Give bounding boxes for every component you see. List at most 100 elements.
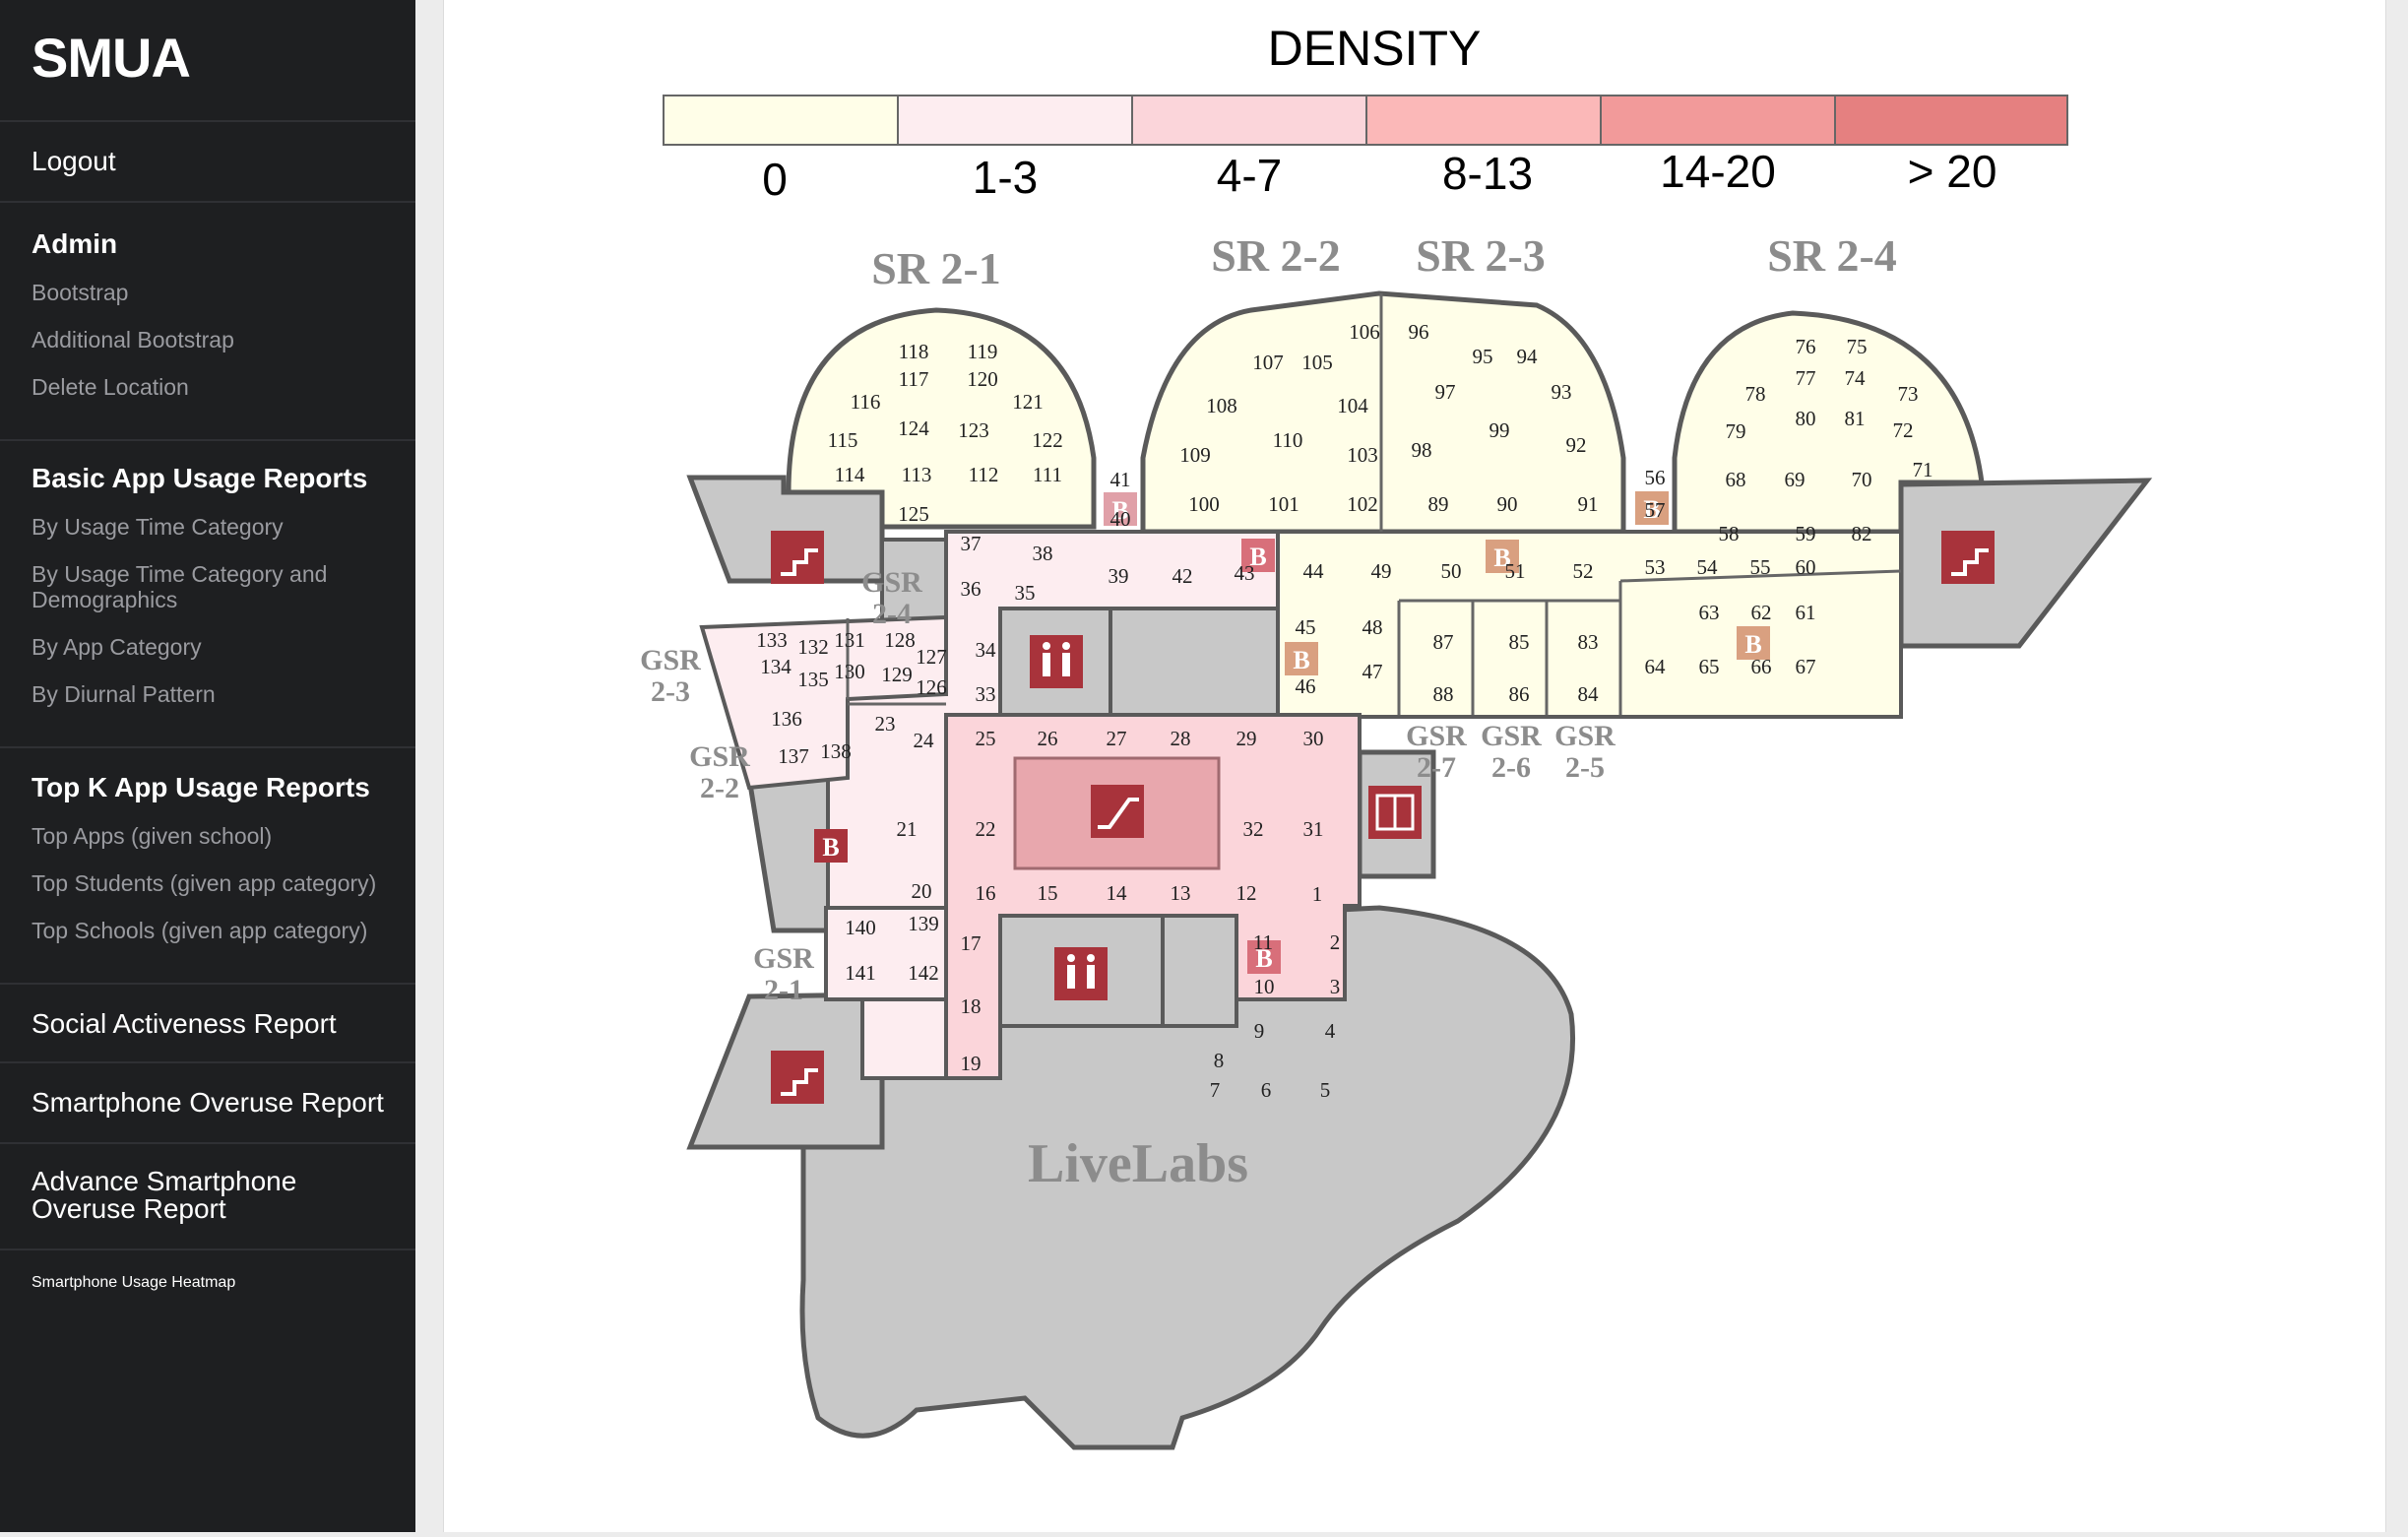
seat-number-19: 19	[961, 1052, 982, 1075]
seat-number-32: 32	[1243, 817, 1264, 841]
diurnal-pattern-link[interactable]: By Diurnal Pattern	[32, 681, 216, 707]
bin-marker[interactable]: B	[1737, 626, 1770, 660]
seat-number-79: 79	[1726, 419, 1746, 443]
stairs-icon[interactable]	[1941, 531, 1995, 584]
bin-markers: B B B B B B B B	[814, 491, 1770, 974]
seat-number-129: 129	[881, 663, 913, 686]
seat-number-127: 127	[916, 645, 947, 669]
sr-2-3-label: SR 2-3	[1416, 230, 1546, 281]
seat-number-20: 20	[912, 879, 932, 903]
seat-number-70: 70	[1852, 468, 1872, 491]
south-service-room	[1161, 914, 1238, 1028]
seat-number-119: 119	[968, 340, 998, 363]
seat-number-109: 109	[1179, 443, 1211, 467]
seat-number-128: 128	[884, 628, 916, 652]
seat-number-29: 29	[1236, 727, 1257, 750]
bin-marker[interactable]: B	[1247, 940, 1281, 974]
delete-location-link[interactable]: Delete Location	[32, 374, 189, 400]
legend-swatch-1	[897, 95, 1133, 146]
escalator-icon[interactable]	[1091, 785, 1144, 838]
bin-marker[interactable]: B	[1241, 539, 1275, 572]
zone-sr-2-2-2-3	[1140, 290, 1626, 535]
seat-number-112: 112	[969, 463, 999, 486]
brand-logo[interactable]: SMUA	[32, 27, 191, 89]
top-apps-link[interactable]: Top Apps (given school)	[32, 823, 273, 849]
seat-number-28: 28	[1171, 727, 1191, 750]
usage-heatmap-link[interactable]: Smartphone Usage Heatmap	[32, 1274, 236, 1291]
seat-number-110: 110	[1273, 428, 1303, 452]
additional-bootstrap-link[interactable]: Additional Bootstrap	[32, 327, 234, 352]
bootstrap-link[interactable]: Bootstrap	[32, 280, 129, 305]
svg-text:B: B	[1249, 543, 1266, 571]
gsr-labels: GSR 2-4 GSR 2-3 GSR 2-2 GSR 2-1 GSR 2-7 …	[640, 567, 1616, 1006]
seat-number-68: 68	[1726, 468, 1746, 491]
room-dividers	[846, 293, 1902, 715]
legend-label-0: 0	[762, 154, 788, 205]
seat-number-37: 37	[961, 532, 982, 555]
seat-number-54: 54	[1697, 555, 1719, 579]
density-zones	[699, 290, 1985, 1080]
seat-number-101: 101	[1268, 492, 1299, 516]
gsr-2-6-label: GSR 2-6	[1481, 721, 1542, 784]
seat-number-98: 98	[1412, 438, 1432, 462]
seat-number-73: 73	[1898, 382, 1919, 406]
bin-marker[interactable]: B	[1635, 491, 1669, 525]
seat-number-115: 115	[828, 428, 858, 452]
topk-reports-heading: Top K App Usage Reports	[32, 772, 370, 802]
seat-number-16: 16	[976, 881, 996, 905]
svg-text:B: B	[1744, 630, 1761, 659]
livelabs-label: LiveLabs	[1028, 1133, 1248, 1194]
seat-number-64: 64	[1645, 655, 1667, 678]
gsr-2-4-label: GSR 2-4	[861, 567, 922, 630]
zone-sr-2-1	[786, 307, 1097, 530]
logout-section: Logout	[0, 122, 415, 203]
seat-number-40: 40	[1110, 507, 1131, 531]
toilet-icon[interactable]	[1030, 635, 1083, 688]
basic-reports-heading: Basic App Usage Reports	[32, 463, 368, 493]
seat-number-94: 94	[1517, 345, 1539, 368]
legend-swatch-0	[663, 95, 899, 146]
app-category-link[interactable]: By App Category	[32, 634, 202, 660]
seat-number-41: 41	[1110, 468, 1131, 491]
bin-marker[interactable]: B	[1104, 492, 1137, 526]
heatmap-floorplan: DENSITY 0 1-3 4-7 8-13 14-20 > 20	[640, 21, 2153, 1450]
legend-title: DENSITY	[1268, 21, 1482, 76]
top-schools-link[interactable]: Top Schools (given app category)	[32, 918, 368, 943]
sr-2-1-label: SR 2-1	[871, 243, 1001, 293]
seat-number-88: 88	[1433, 682, 1454, 706]
overuse-report-link[interactable]: Smartphone Overuse Report	[32, 1087, 384, 1118]
logout-link[interactable]: Logout	[32, 146, 116, 176]
usage-time-category-link[interactable]: By Usage Time Category	[32, 514, 284, 540]
seat-number-2: 2	[1330, 930, 1341, 954]
stairs-icon[interactable]	[771, 531, 824, 584]
seat-number-124: 124	[898, 416, 929, 440]
seat-number-7: 7	[1210, 1078, 1221, 1102]
seat-number-89: 89	[1428, 492, 1449, 516]
seat-number-133: 133	[756, 628, 788, 652]
seat-number-72: 72	[1893, 418, 1914, 442]
bin-marker[interactable]: B	[814, 829, 848, 863]
seat-number-96: 96	[1409, 320, 1429, 344]
seat-number-46: 46	[1296, 674, 1316, 698]
seat-number-3: 3	[1330, 975, 1341, 998]
seat-number-126: 126	[916, 675, 947, 699]
stairs-icon[interactable]	[771, 1051, 824, 1104]
legend-label-4: 14-20	[1660, 146, 1776, 197]
lift-icon[interactable]	[1368, 786, 1422, 839]
seat-number-27: 27	[1107, 727, 1127, 750]
seat-number-106: 106	[1349, 320, 1380, 344]
heatmap-section: Smartphone Usage Heatmap	[0, 1250, 415, 1329]
sr-2-2-label: SR 2-2	[1211, 230, 1341, 281]
seat-number-56: 56	[1645, 466, 1666, 489]
svg-text:B: B	[822, 833, 839, 862]
seat-number-36: 36	[961, 577, 982, 601]
seat-number-44: 44	[1303, 559, 1325, 583]
bin-marker[interactable]: B	[1285, 642, 1318, 675]
seat-number-90: 90	[1497, 492, 1518, 516]
advance-overuse-link[interactable]: Advance Smartphone Overuse Report	[32, 1166, 297, 1224]
top-students-link[interactable]: Top Students (given app category)	[32, 870, 377, 896]
social-activeness-link[interactable]: Social Activeness Report	[32, 1008, 337, 1039]
usage-time-demographics-link[interactable]: By Usage Time Category and Demographics	[32, 561, 328, 612]
toilet-icon[interactable]	[1054, 947, 1108, 1000]
bin-marker[interactable]: B	[1486, 540, 1519, 573]
